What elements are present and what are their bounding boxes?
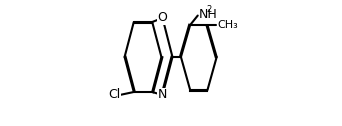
Text: CH₃: CH₃ (218, 20, 238, 30)
Text: 2: 2 (206, 5, 211, 14)
Text: NH: NH (199, 8, 218, 21)
Text: O: O (158, 11, 168, 24)
Text: N: N (158, 88, 167, 102)
Text: Cl: Cl (108, 88, 121, 102)
